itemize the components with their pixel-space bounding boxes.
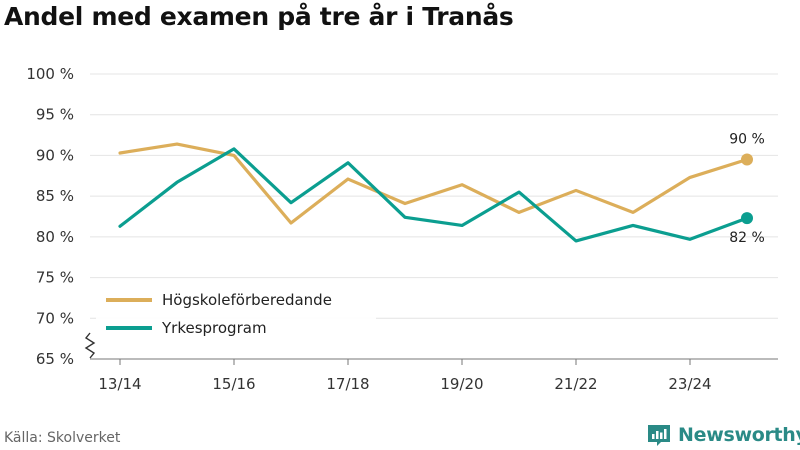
brand-name: Newsworthy <box>678 424 800 446</box>
y-tick-label: 75 % <box>36 269 74 287</box>
series-lines <box>118 142 753 243</box>
x-tick-label: 13/14 <box>98 375 141 393</box>
legend-label: Yrkesprogram <box>161 319 267 337</box>
x-tick-label: 23/24 <box>668 375 711 393</box>
x-tick-label: 17/18 <box>326 375 369 393</box>
legend-label: Högskoleförberedande <box>162 291 332 309</box>
y-tick-label: 95 % <box>36 106 74 124</box>
axis-break-zigzag <box>84 332 96 359</box>
x-axis-ticks: 13/14 15/16 17/18 19/20 21/22 23/24 <box>98 359 712 393</box>
y-tick-label: 85 % <box>36 187 74 205</box>
data-point <box>741 153 753 166</box>
source-note: Källa: Skolverket <box>4 430 121 446</box>
end-label-0: 90 % <box>729 132 765 148</box>
y-axis-break-icon <box>84 332 96 359</box>
end-labels: 90 % 82 % <box>729 132 765 247</box>
end-label-1: 82 % <box>729 230 765 246</box>
y-tick-label: 80 % <box>36 228 74 246</box>
y-tick-label: 100 % <box>26 65 74 83</box>
series-line-1 <box>118 147 749 243</box>
data-point <box>741 212 753 225</box>
x-tick-label: 19/20 <box>440 375 483 393</box>
newsworthy-logo-icon <box>648 425 670 446</box>
x-tick-label: 15/16 <box>212 375 255 393</box>
x-tick-label: 21/22 <box>554 375 597 393</box>
legend-background <box>96 283 376 345</box>
y-tick-label: 70 % <box>36 309 74 327</box>
y-tick-label: 90 % <box>36 146 74 164</box>
brand: Newsworthy <box>646 421 800 449</box>
y-axis-ticks: 65 % 70 % 75 % 80 % 85 % 90 % 95 % 100 % <box>26 65 74 368</box>
chart-title: Andel med examen på tre år i Tranås <box>4 2 514 31</box>
legend: Högskoleförberedande Yrkesprogram <box>96 283 376 345</box>
y-tick-label: 65 % <box>36 350 74 368</box>
